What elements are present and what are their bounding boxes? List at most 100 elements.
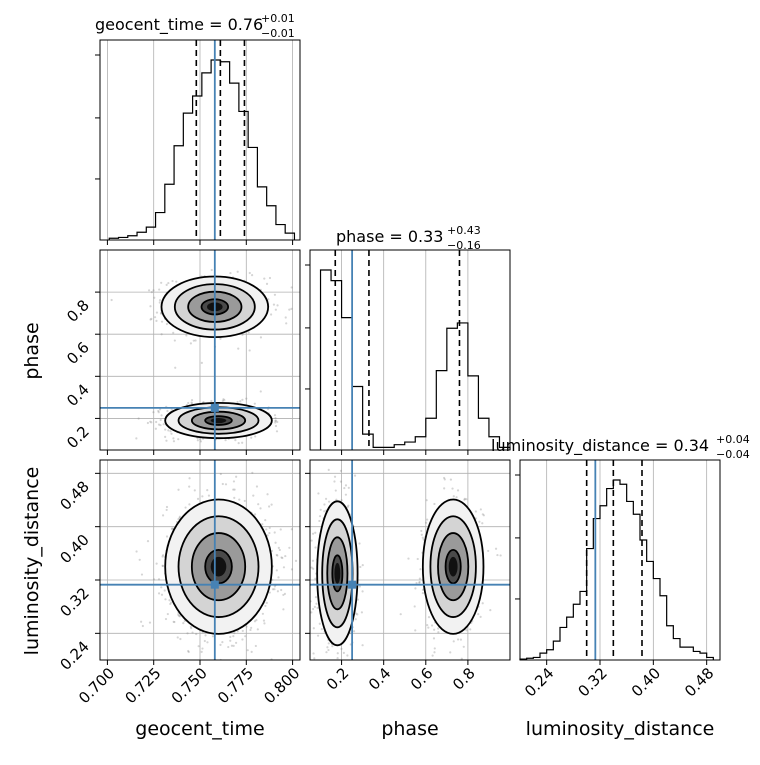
scatter-point — [346, 505, 349, 509]
scatter-point — [153, 296, 156, 299]
scatter-point — [204, 634, 207, 637]
y-tick-label: 0.2 — [63, 423, 93, 453]
scatter-point — [463, 497, 466, 500]
scatter-point — [344, 493, 347, 496]
xlabel-luminosity_distance: luminosity_distance — [526, 718, 715, 740]
scatter-point — [420, 533, 423, 536]
y-tick-label: 0.32 — [56, 584, 92, 620]
scatter-point — [232, 634, 235, 638]
scatter-point — [314, 546, 317, 549]
scatter-point — [200, 650, 203, 654]
scatter-point — [187, 401, 190, 405]
scatter-point — [312, 652, 315, 655]
scatter-point — [241, 398, 244, 401]
scatter-point — [261, 523, 264, 526]
scatter-point — [245, 625, 248, 628]
title-phase-plus: +0.43 — [447, 224, 481, 237]
scatter-point — [271, 588, 275, 591]
scatter-point — [250, 626, 253, 629]
scatter-point — [152, 289, 155, 292]
scatter-point — [254, 435, 257, 438]
histogram-phase — [319, 269, 511, 450]
scatter-point — [425, 499, 428, 502]
scatter-point — [149, 318, 152, 321]
scatter-point — [354, 618, 357, 621]
scatter-point — [273, 585, 276, 588]
scatter-point — [416, 557, 419, 561]
panel-frame — [309, 459, 511, 661]
panel-frame — [309, 249, 511, 451]
scatter-point — [158, 288, 161, 291]
scatter-point — [160, 586, 163, 589]
title-luminosity_distance: luminosity_distance = 0.34 +0.04 −0.04 — [491, 433, 750, 461]
scatter-point — [236, 400, 239, 404]
scatter-point — [452, 495, 455, 498]
scatter-point — [479, 615, 482, 618]
scatter-point — [185, 334, 188, 337]
scatter-point — [449, 651, 452, 654]
scatter-point — [246, 649, 249, 652]
panel-luminosity_distance_vs_geocent_time: 0.700 0.725 0.750 0.775 0.800 0.24 0.32 0.40 0.4… — [56, 459, 303, 707]
scatter-point — [161, 564, 164, 567]
panel-frame — [99, 459, 301, 661]
scatter-point — [159, 424, 162, 427]
scatter-point — [135, 550, 138, 553]
scatter-point — [282, 566, 286, 569]
scatter-point — [252, 494, 255, 497]
scatter-point — [157, 423, 161, 426]
scatter-point — [140, 620, 143, 623]
scatter-point — [290, 528, 293, 531]
x-tick-label: 0.24 — [521, 664, 557, 700]
scatter-point — [356, 598, 359, 601]
scatter-point — [188, 485, 191, 488]
scatter-point — [274, 417, 277, 420]
scatter-point — [314, 577, 317, 580]
scatter-point — [407, 557, 410, 560]
scatter-point — [477, 613, 480, 616]
title-phase-minus: −0.16 — [447, 239, 481, 252]
scatter-point — [308, 529, 310, 531]
scatter-point — [219, 472, 222, 476]
x-tick-label: 0.725 — [121, 664, 164, 707]
scatter-point — [135, 437, 138, 440]
y-tick-label: 0.4 — [63, 380, 93, 410]
scatter-point — [268, 531, 271, 535]
scatter-point — [243, 499, 246, 503]
scatter-point — [327, 500, 331, 503]
scatter-point — [241, 333, 244, 336]
x-tick-label: 0.750 — [168, 664, 211, 707]
scatter-point — [159, 418, 162, 422]
scatter-point — [167, 281, 170, 285]
scatter-point — [233, 632, 236, 635]
scatter-point — [421, 588, 425, 591]
scatter-point — [147, 289, 151, 292]
scatter-point — [160, 281, 163, 284]
scatter-point — [186, 632, 189, 635]
title-phase-main: phase = 0.33 — [336, 227, 443, 246]
scatter-point — [324, 497, 328, 500]
contour-line — [331, 554, 344, 593]
scatter-point — [265, 528, 268, 531]
x-tick-label: 0.6 — [407, 664, 437, 694]
scatter-point — [463, 498, 466, 501]
scatter-point — [327, 648, 330, 652]
scatter-point — [224, 483, 228, 486]
density-peak — [448, 556, 458, 577]
scatter-point — [352, 690, 354, 692]
x-tick-label: 0.4 — [365, 664, 395, 694]
scatter-point — [294, 559, 298, 563]
scatter-point — [169, 430, 172, 433]
scatter-point — [465, 498, 468, 501]
scatter-point — [443, 478, 446, 481]
scatter-point — [316, 606, 319, 610]
scatter-point — [152, 578, 156, 581]
x-tick-label: 0.40 — [628, 664, 664, 700]
scatter-point — [312, 567, 315, 570]
scatter-point — [250, 650, 253, 653]
scatter-point — [327, 642, 330, 645]
scatter-point — [290, 568, 294, 571]
scatter-point — [165, 322, 168, 326]
scatter-point — [256, 628, 259, 631]
panel-content — [308, 468, 502, 692]
scatter-point — [274, 308, 277, 311]
